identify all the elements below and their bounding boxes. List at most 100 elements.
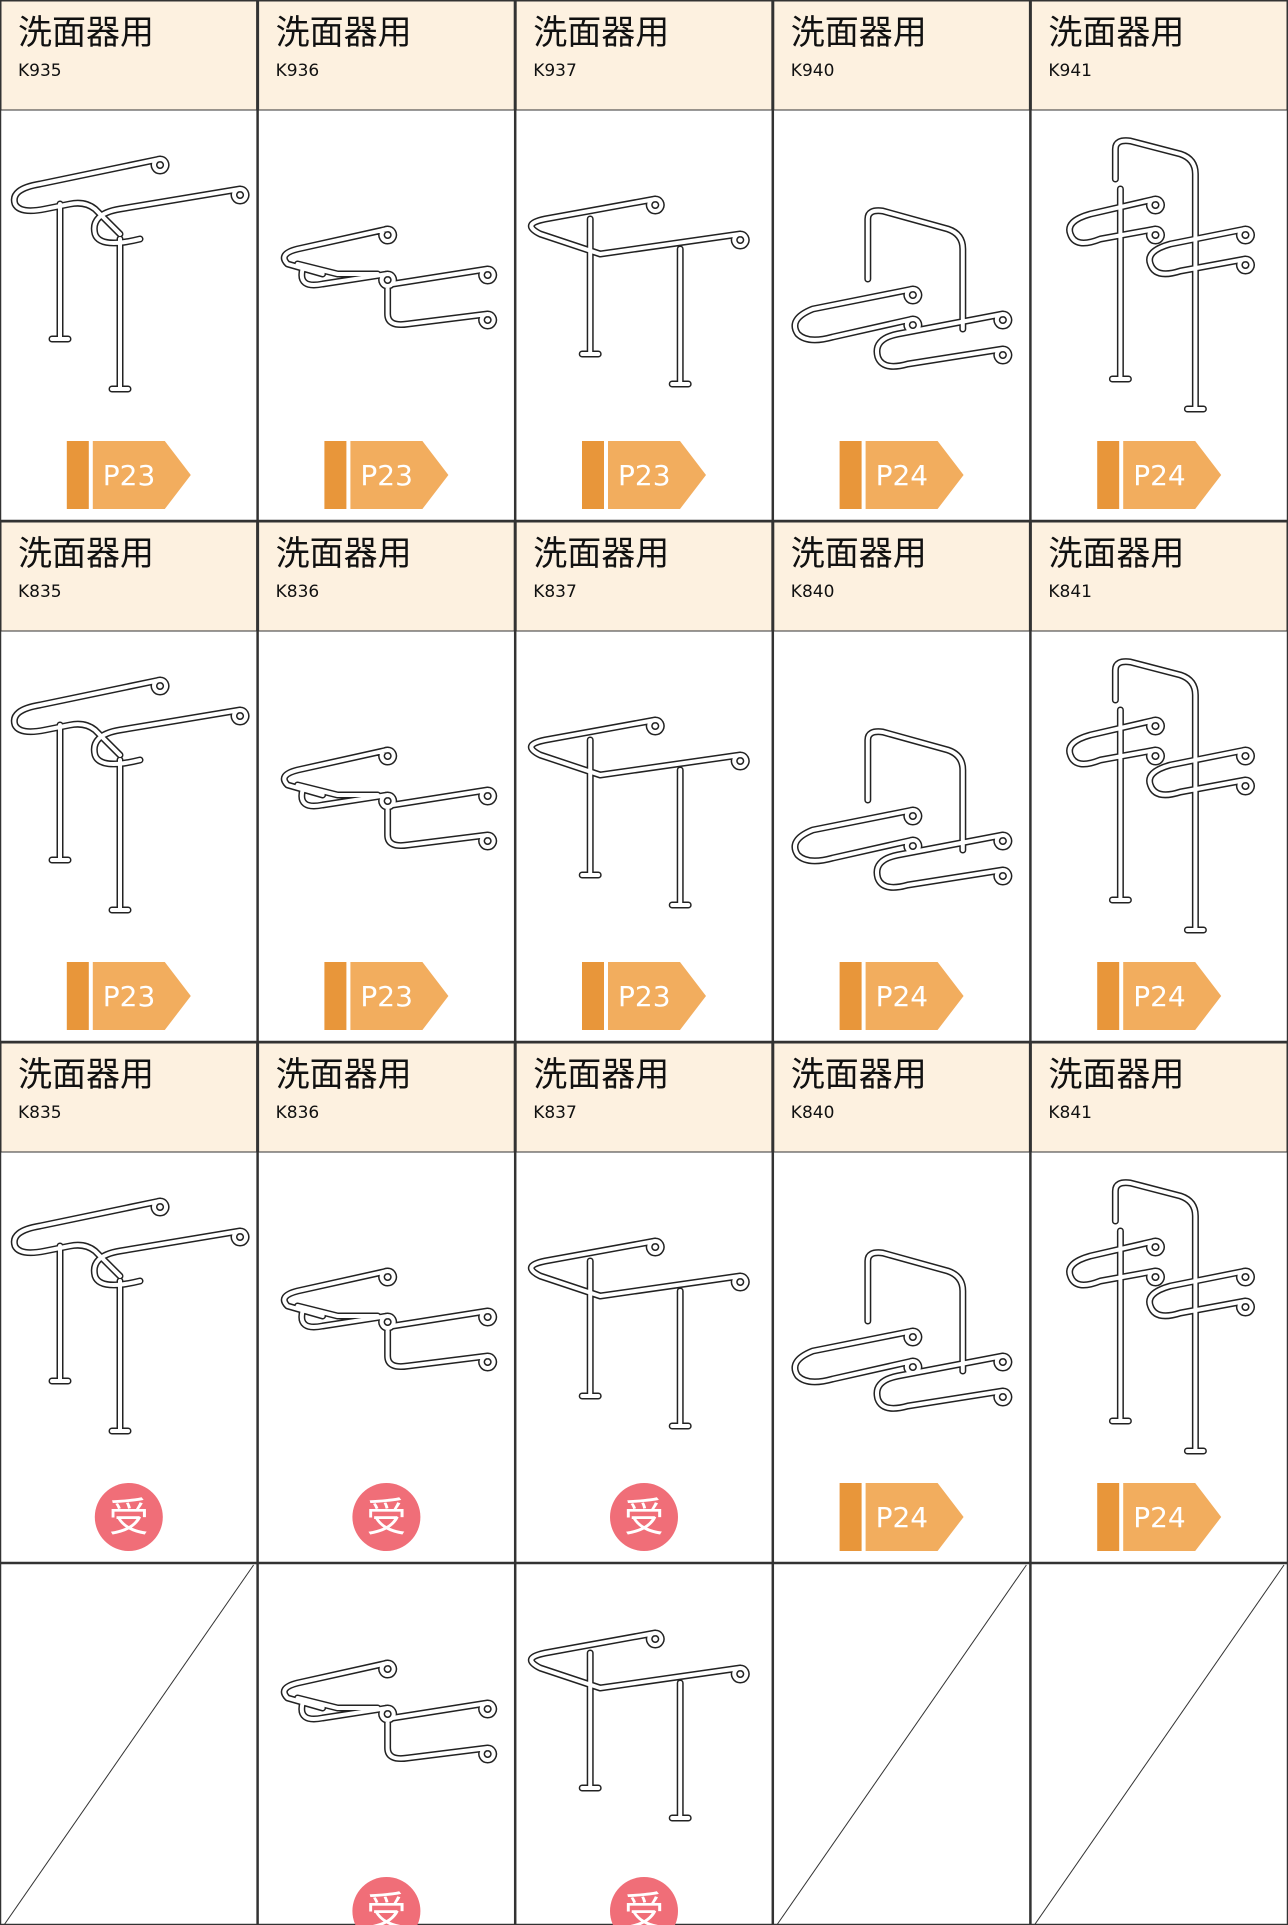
page-reference: P23 (103, 980, 156, 1013)
order-badge (352, 1483, 421, 1551)
order-mark: 受 (624, 1495, 664, 1541)
page-badge (865, 441, 964, 509)
cell: 洗面器用 K835 受 (0, 1041, 258, 1564)
badge-stripe (324, 962, 347, 1030)
product-category: 洗面器用 (276, 13, 412, 53)
product-category: 洗面器用 (1048, 534, 1184, 574)
page-reference: P24 (876, 980, 929, 1013)
empty-diagonal (1033, 1564, 1285, 1925)
page-reference: P23 (360, 980, 413, 1013)
product-category: 洗面器用 (533, 13, 669, 53)
cell: 洗面器用 K840 P24 (772, 1041, 1031, 1564)
cell-header (0, 0, 258, 111)
page-badge (350, 441, 449, 509)
cell-border (772, 1562, 1031, 1925)
badge-stripe (839, 1483, 862, 1551)
cell-header (1030, 521, 1288, 632)
page-badge (1123, 1483, 1222, 1551)
cell: 洗面器用 K940 P24 (772, 0, 1031, 522)
product-code: K837 (533, 1103, 577, 1123)
order-mark: 受 (109, 1495, 149, 1541)
page-reference: P23 (618, 980, 671, 1013)
badge-stripe (839, 962, 862, 1030)
order-mark: 受 (624, 1889, 664, 1925)
cell-header (0, 1042, 258, 1153)
page-badge (608, 441, 706, 509)
product-code: K841 (1048, 1103, 1092, 1123)
product-category: 洗面器用 (791, 534, 927, 574)
page-reference: P23 (618, 459, 671, 492)
page-reference: P24 (1133, 1501, 1186, 1534)
page-reference: P24 (876, 1501, 929, 1534)
page-badge (1123, 962, 1222, 1030)
empty-diagonal (3, 1564, 255, 1925)
page-badge (350, 962, 449, 1030)
cell: 洗面器用 K837 P23 (514, 520, 774, 1043)
product-code: K836 (276, 582, 320, 602)
cell-border (514, 1562, 774, 1925)
page-reference: P23 (103, 459, 156, 492)
order-mark: 受 (366, 1889, 406, 1925)
cell-header (1030, 0, 1288, 111)
order-badge (352, 1877, 421, 1925)
cell: 洗面器用 K840 P24 (772, 520, 1031, 1043)
badge-stripe (66, 962, 89, 1030)
cell (0, 1562, 258, 1925)
product-category: 洗面器用 (791, 13, 927, 53)
cell-header (258, 521, 515, 632)
badge-stripe (66, 441, 89, 509)
cell-header (515, 0, 773, 111)
page-badge (608, 962, 706, 1030)
order-badge (610, 1483, 678, 1551)
product-code: K836 (276, 1103, 320, 1123)
cell: 洗面器用 K936 P23 (257, 0, 516, 522)
cell-header (773, 1042, 1030, 1153)
cell: 洗面器用 K836 P23 (257, 520, 516, 1043)
cell-header (0, 521, 258, 632)
product-category: 洗面器用 (791, 1055, 927, 1095)
product-code: K935 (18, 61, 62, 81)
order-badge (610, 1877, 678, 1925)
cell-border (0, 1562, 258, 1925)
page-badge (865, 962, 964, 1030)
badge-stripe (582, 441, 604, 509)
page-reference: P24 (1133, 459, 1186, 492)
cell: 洗面器用 K837 受 (514, 1041, 774, 1564)
cell: 洗面器用 K935 P23 (0, 0, 258, 522)
product-code: K840 (791, 582, 835, 602)
product-category: 洗面器用 (18, 534, 154, 574)
cell: 洗面器用 K941 P24 (1030, 0, 1288, 522)
cell (1030, 1562, 1288, 1925)
cell-header (258, 1042, 515, 1153)
page-badge (865, 1483, 964, 1551)
cell: 洗面器用 K841 P24 (1030, 520, 1288, 1043)
order-mark: 受 (366, 1495, 406, 1541)
product-code: K837 (533, 582, 577, 602)
cell: 受 (257, 1562, 516, 1925)
cell-header (515, 521, 773, 632)
page-reference: P24 (876, 459, 929, 492)
product-code: K840 (791, 1103, 835, 1123)
product-code: K937 (533, 61, 577, 81)
page-badge (1123, 441, 1222, 509)
product-category: 洗面器用 (533, 1055, 669, 1095)
page-badge (92, 962, 191, 1030)
product-code: K940 (791, 61, 835, 81)
badge-stripe (324, 441, 347, 509)
cell-header (773, 521, 1030, 632)
cell: 洗面器用 K836 受 (257, 1041, 516, 1564)
product-code: K941 (1048, 61, 1092, 81)
cell-header (1030, 1042, 1288, 1153)
product-category: 洗面器用 (276, 1055, 412, 1095)
cell-header (258, 0, 515, 111)
page-badge (92, 441, 191, 509)
product-code: K835 (18, 1103, 62, 1123)
cell: 受 (514, 1562, 774, 1925)
product-code: K936 (276, 61, 320, 81)
product-category: 洗面器用 (1048, 13, 1184, 53)
cell-header (515, 1042, 773, 1153)
cell-header (773, 0, 1030, 111)
product-category: 洗面器用 (276, 534, 412, 574)
